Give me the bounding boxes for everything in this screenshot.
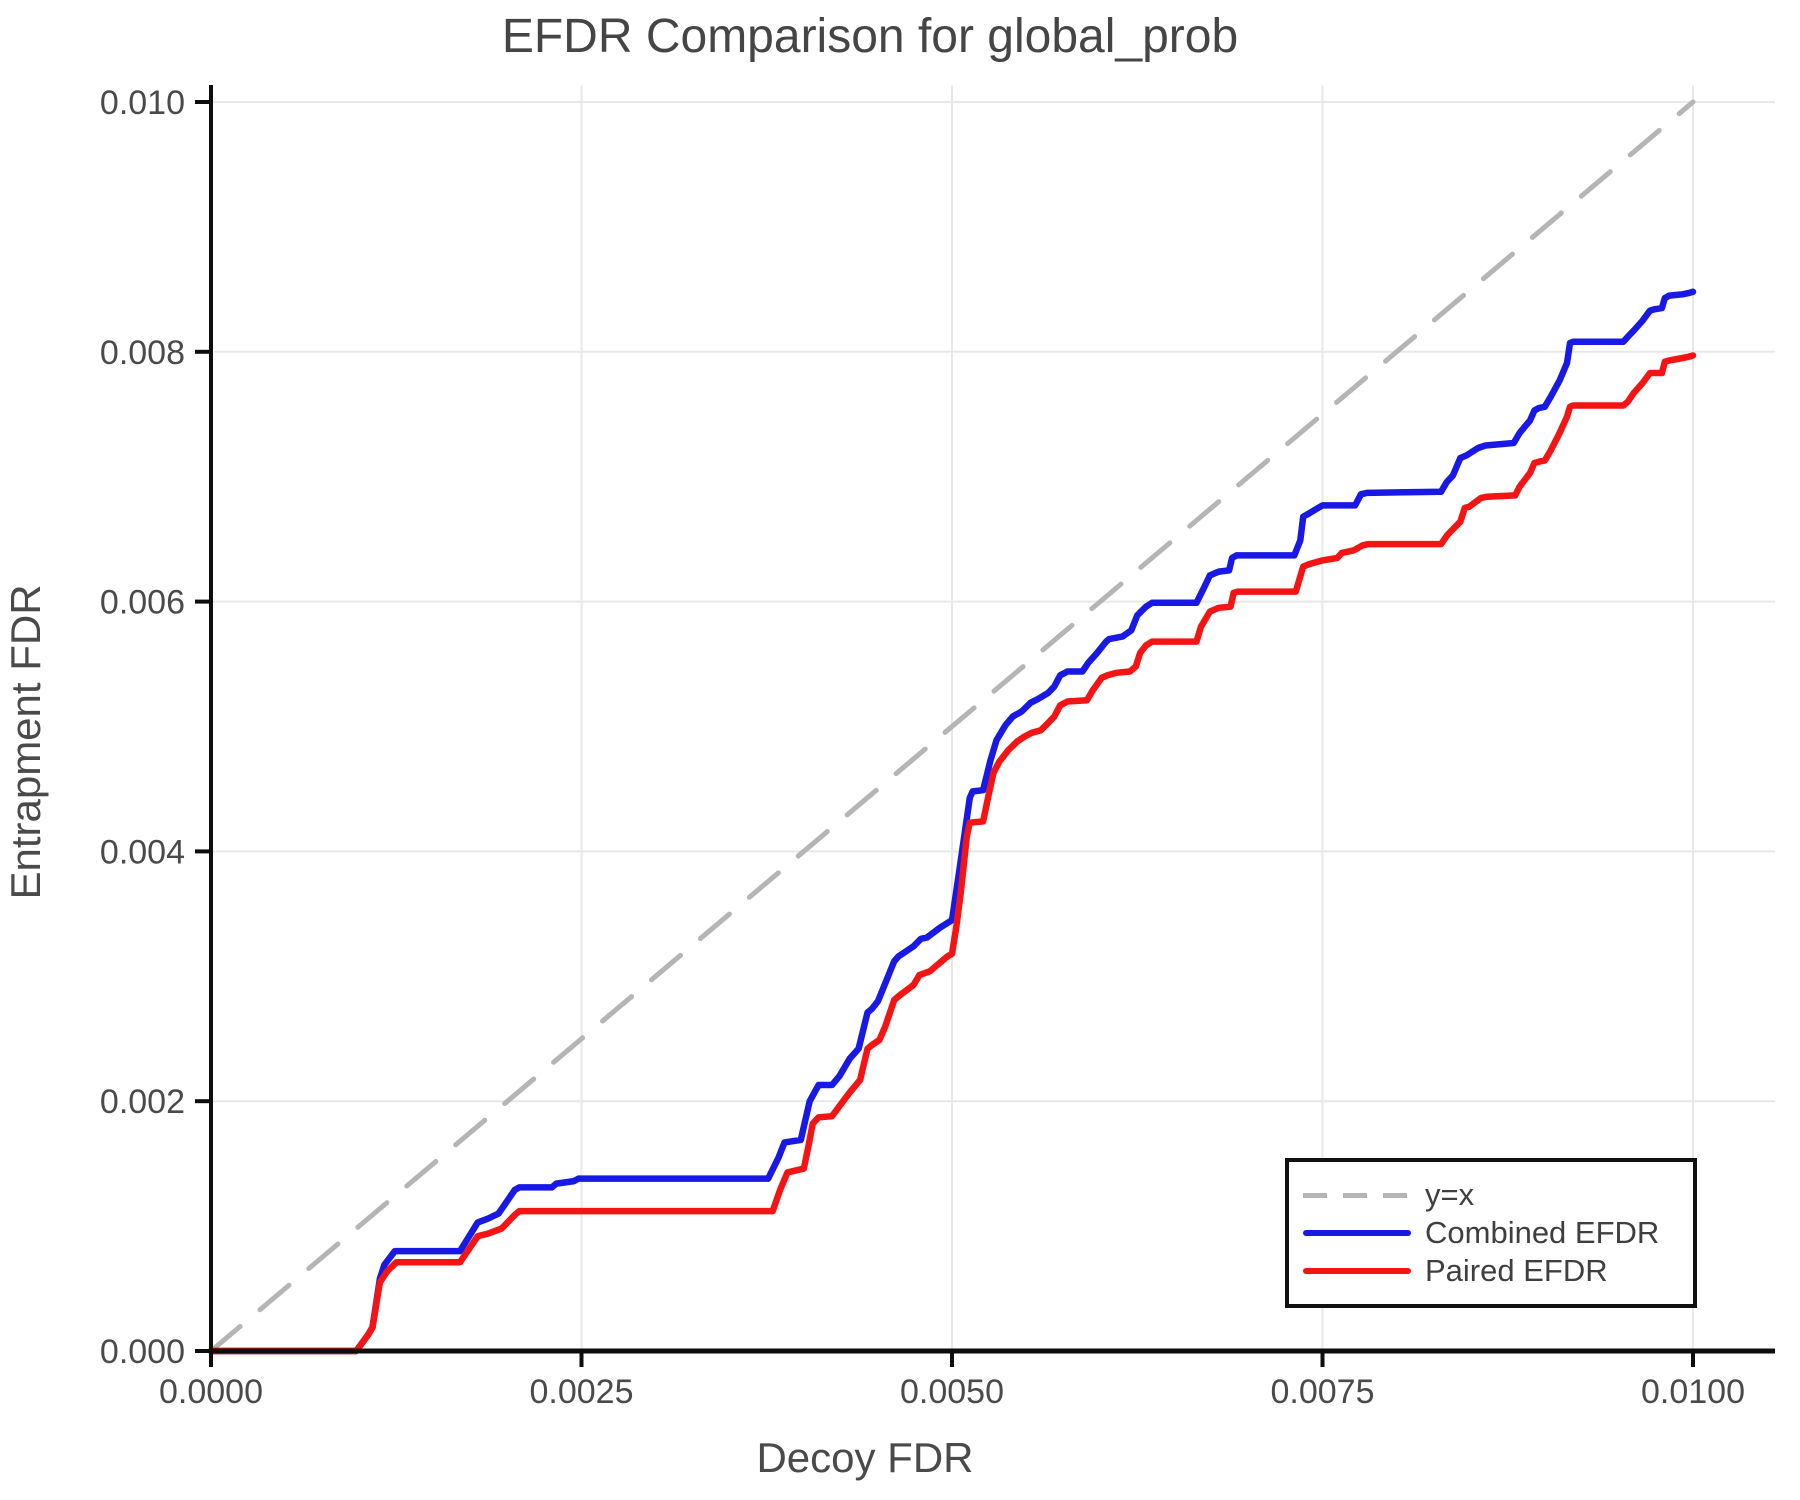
series-line-y-x <box>208 99 1696 1354</box>
chart-title: EFDR Comparison for global_prob <box>502 10 1238 63</box>
axes <box>195 85 1775 1367</box>
series-line-combined-efdr <box>207 288 1697 1355</box>
x-tick-label: 0.0000 <box>159 1373 263 1411</box>
identity-line-swatch <box>1303 1192 1411 1198</box>
x-tick-label: 0.0075 <box>1271 1373 1375 1411</box>
paired-line-swatch <box>1303 1268 1411 1274</box>
tick-labels: 0.0000 0.0025 0.0050 0.0075 0.0100 0.000 0.002… <box>100 84 1745 1411</box>
y-tick-label: 0.008 <box>100 334 185 372</box>
series-lines <box>207 99 1697 1355</box>
legend-box: y=x Combined EFDR Paired EFDR <box>1285 1158 1697 1308</box>
x-tick-label: 0.0050 <box>900 1373 1004 1411</box>
legend-item-combined: Combined EFDR <box>1303 1214 1693 1252</box>
legend-label-combined: Combined EFDR <box>1425 1215 1660 1250</box>
x-tick-label: 0.0025 <box>530 1373 634 1411</box>
x-tick-label: 0.0100 <box>1641 1373 1745 1411</box>
y-axis-label: Entrapment FDR <box>2 584 49 899</box>
legend-label-identity: y=x <box>1425 1177 1475 1212</box>
y-tick-label: 0.002 <box>100 1083 185 1121</box>
gridlines <box>211 85 1775 1351</box>
x-axis-label: Decoy FDR <box>756 1434 973 1481</box>
y-tick-label: 0.000 <box>100 1333 185 1371</box>
legend-item-paired: Paired EFDR <box>1303 1252 1693 1290</box>
legend-label-paired: Paired EFDR <box>1425 1253 1608 1288</box>
y-tick-label: 0.010 <box>100 84 185 122</box>
y-tick-label: 0.004 <box>100 833 185 871</box>
combined-line-swatch <box>1303 1230 1411 1236</box>
series-line-paired-efdr <box>207 352 1697 1355</box>
y-tick-label: 0.006 <box>100 584 185 622</box>
legend-item-identity: y=x <box>1303 1176 1693 1214</box>
